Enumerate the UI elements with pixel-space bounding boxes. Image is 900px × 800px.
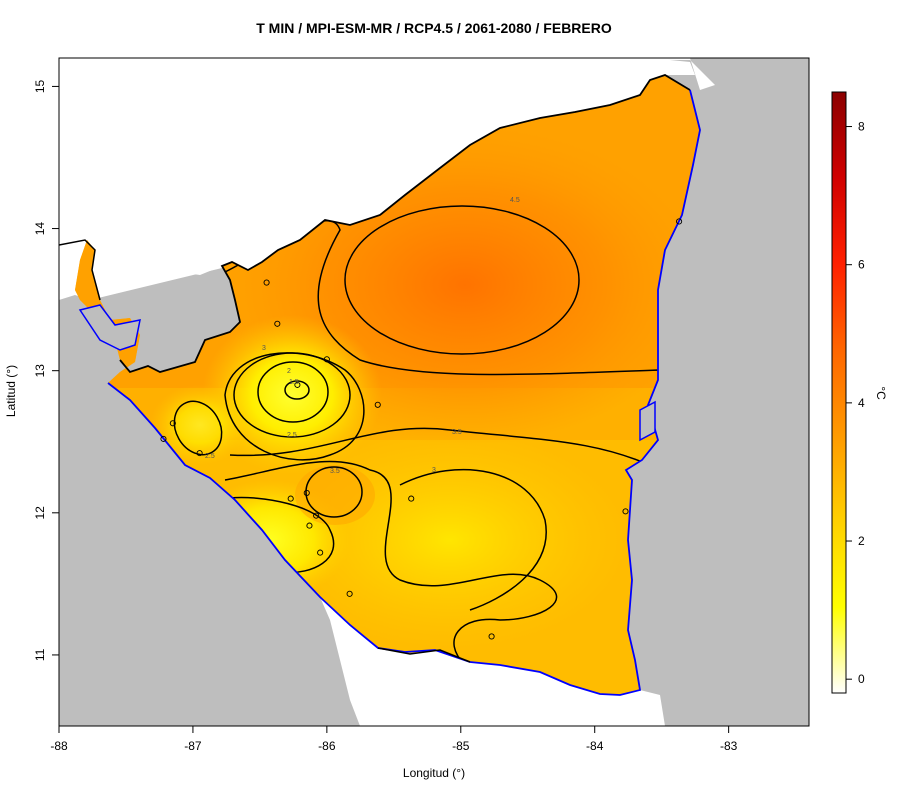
station-marker bbox=[317, 549, 324, 556]
contour-3-0-west bbox=[224, 352, 365, 461]
coastline bbox=[107, 89, 701, 696]
contour-3-south bbox=[224, 460, 558, 666]
contour-3-mid bbox=[399, 468, 547, 611]
y-tick-label: 13 bbox=[33, 364, 47, 378]
contour-label-3-5-mid: 3.5 bbox=[330, 468, 340, 475]
contour-2-0 bbox=[257, 361, 329, 423]
colorbar-unit: °C bbox=[874, 386, 888, 400]
x-tick-label: -87 bbox=[184, 739, 202, 753]
station-marker bbox=[346, 590, 353, 597]
station-marker bbox=[160, 435, 167, 442]
x-axis: -88 -87 -86 -85 -84 -83 bbox=[50, 725, 738, 753]
x-tick-label: -85 bbox=[452, 739, 470, 753]
contour-3-5-mid bbox=[305, 466, 363, 518]
contour-label-2: 2 bbox=[287, 368, 291, 375]
x-tick-label: -84 bbox=[586, 739, 604, 753]
station-marker bbox=[306, 522, 313, 529]
neighbour-land-honduras bbox=[59, 58, 695, 275]
contour-label-1-5: 1.5 bbox=[289, 379, 299, 386]
y-tick-label: 15 bbox=[33, 79, 47, 93]
station-marker bbox=[294, 381, 301, 388]
station-marker bbox=[323, 356, 330, 363]
map-title: T MIN / MPI-ESM-MR / RCP4.5 / 2061-2080 … bbox=[256, 20, 612, 36]
contour-label-3: 3 bbox=[262, 345, 266, 352]
contour-3-5-east bbox=[229, 427, 661, 471]
station-marker bbox=[303, 489, 310, 496]
colorbar-tick-label: 4 bbox=[858, 396, 865, 410]
y-axis: 11 12 13 14 15 bbox=[33, 79, 60, 661]
y-tick-label: 11 bbox=[33, 648, 47, 661]
contour-2-5-southwest bbox=[229, 496, 335, 574]
gulf-of-fonseca bbox=[78, 304, 141, 351]
x-tick-label: -88 bbox=[50, 739, 68, 753]
station-marker bbox=[274, 320, 281, 327]
colorbar-tick-label: 6 bbox=[858, 258, 865, 272]
country-border-north bbox=[119, 74, 691, 374]
contour-4-5 bbox=[344, 205, 580, 355]
x-axis-label: Longitud (°) bbox=[402, 766, 466, 780]
station-markers bbox=[160, 218, 683, 640]
contour-1-5 bbox=[284, 380, 310, 400]
station-marker bbox=[408, 495, 415, 502]
station-marker bbox=[263, 279, 270, 286]
x-tick-label: -86 bbox=[318, 739, 336, 753]
contour-labels: 4.5 3 2 1.5 2.5 3.5 3.5 3 2.5 bbox=[205, 197, 520, 475]
station-marker bbox=[313, 512, 320, 519]
y-tick-label: 12 bbox=[33, 506, 47, 520]
contour-label-2-5: 2.5 bbox=[287, 432, 297, 439]
colorbar-tick-label: 2 bbox=[858, 534, 865, 548]
contour-label-2-5-west: 2.5 bbox=[205, 453, 215, 460]
country-border-south bbox=[377, 647, 471, 663]
colorbar: 0 2 4 6 8 bbox=[831, 91, 865, 694]
lake-shore bbox=[639, 400, 656, 442]
station-marker bbox=[622, 508, 629, 515]
y-tick-label: 14 bbox=[33, 222, 47, 236]
contour-lines bbox=[173, 205, 661, 666]
station-marker bbox=[676, 218, 683, 225]
contour-label-3-5: 3.5 bbox=[452, 429, 462, 436]
colorbar-tick-label: 0 bbox=[858, 672, 865, 686]
honduras-border bbox=[59, 239, 101, 301]
station-marker bbox=[196, 450, 203, 457]
neighbour-land-south bbox=[320, 597, 665, 726]
y-axis-label: Latitud (°) bbox=[4, 364, 18, 418]
contour-label-4-5: 4.5 bbox=[510, 197, 520, 204]
colorbar-scale bbox=[831, 91, 847, 694]
colorbar-tick-label: 8 bbox=[858, 120, 865, 134]
station-marker bbox=[374, 401, 381, 408]
contour-label-3-mid: 3 bbox=[432, 467, 436, 474]
station-marker bbox=[287, 495, 294, 502]
x-tick-label: -83 bbox=[720, 739, 738, 753]
station-marker bbox=[488, 633, 495, 640]
station-marker bbox=[169, 420, 176, 427]
contour-2-5-west bbox=[173, 400, 223, 456]
